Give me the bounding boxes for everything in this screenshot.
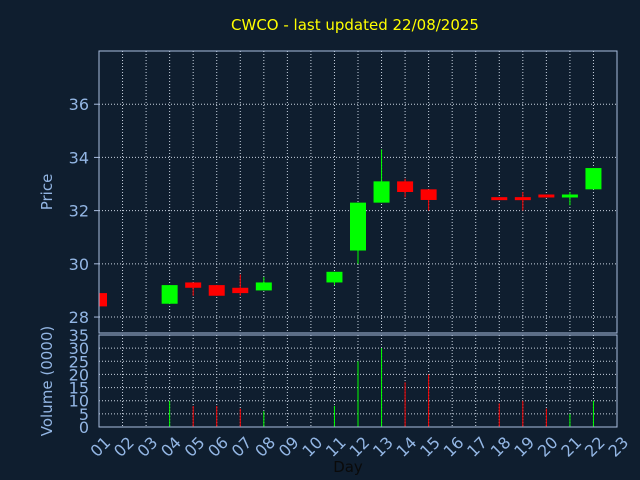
candlesticks [98,149,602,307]
candle-body [350,202,366,251]
candle-14 [397,178,414,198]
volume-tick-label: 20 [69,365,89,384]
candle-body [161,285,178,304]
volume-tick-label: 35 [69,326,89,345]
candle-body [373,181,390,203]
price-axis-label: Price [38,174,56,211]
candle-body [185,282,202,288]
candle-01 [98,293,107,307]
candle-15 [420,189,437,211]
candle-body [514,197,531,201]
candle-21 [561,192,578,206]
candle-06 [208,285,225,296]
candle-13 [373,149,390,203]
candle-body [208,285,225,296]
candle-body [585,168,602,190]
volume-tick-label: 15 [69,379,89,398]
volume-axis-label: Volume (0000) [38,326,56,436]
candle-05 [185,282,202,296]
volume-tick-label: 10 [69,392,89,411]
candle-body [491,197,508,201]
candle-body [99,293,107,307]
price-plot-frame [98,50,618,334]
price-tick-label: 30 [69,255,89,274]
candle-19 [514,192,531,211]
volume-tick-label: 0 [79,418,89,437]
price-tick-labels: 28 30 32 34 36 [69,95,99,327]
candle-22 [585,168,602,190]
volume-tick-label: 25 [69,352,89,371]
candle-12 [350,202,366,264]
candle-body [255,282,272,291]
candle-body [420,189,437,200]
volume-tick-label: 30 [69,339,89,358]
candle-08 [255,277,272,291]
volume-tick-label: 5 [79,405,89,424]
price-tick-label: 36 [69,95,89,114]
candle-11 [326,271,343,286]
candle-07 [232,274,249,296]
candle-body [232,287,249,294]
volume-bars [169,348,594,427]
price-tick-label: 28 [69,308,89,327]
x-axis-label: Day [333,458,363,476]
candle-body [538,194,555,198]
price-tick-label: 34 [69,148,89,167]
chart-title: CWCO - last updated 22/08/2025 [231,16,479,34]
candle-18 [491,197,508,201]
volume-plot-frame [98,334,618,428]
candle-20 [538,194,555,198]
price-tick-label: 32 [69,202,89,221]
candle-body [326,271,343,283]
x-tick-labels: 0102030405060708091011121314151617181920… [86,433,632,461]
candle-04 [161,285,178,304]
candle-body [397,181,414,192]
candle-body [561,194,578,198]
